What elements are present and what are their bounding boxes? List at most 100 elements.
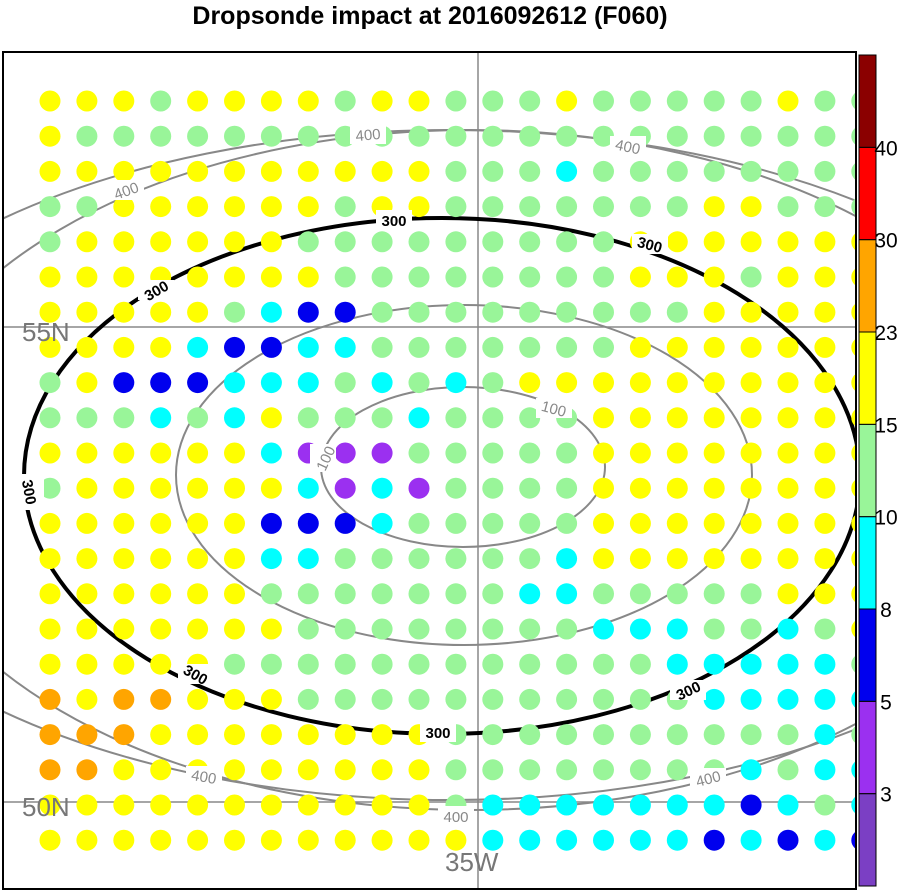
- dropsonde-point: [556, 301, 578, 323]
- dropsonde-point: [593, 477, 614, 499]
- dropsonde-point: [297, 125, 319, 147]
- dropsonde-point: [39, 512, 61, 534]
- dropsonde-point: [703, 196, 725, 218]
- dropsonde-point: [445, 442, 467, 464]
- dropsonde-point: [150, 372, 172, 394]
- dropsonde-point: [556, 512, 578, 534]
- chart-title: Dropsonde impact at 2016092612 (F060): [192, 2, 668, 30]
- dropsonde-point: [740, 548, 762, 570]
- dropsonde-point: [260, 794, 282, 816]
- dropsonde-point: [113, 583, 135, 605]
- dropsonde-point: [260, 442, 282, 464]
- dropsonde-point: [39, 90, 61, 112]
- dropsonde-point: [39, 372, 61, 394]
- dropsonde-point: [150, 583, 172, 605]
- dropsonde-point: [224, 477, 245, 499]
- dropsonde-point: [445, 336, 467, 358]
- dropsonde-point: [703, 829, 725, 851]
- dropsonde-point: [445, 160, 467, 182]
- dropsonde-point: [260, 372, 282, 394]
- dropsonde-point: [113, 759, 135, 781]
- dropsonde-point: [777, 724, 799, 746]
- dropsonde-point: [113, 160, 135, 182]
- dropsonde-point: [814, 301, 836, 323]
- dropsonde-point: [39, 160, 61, 182]
- dropsonde-point: [408, 90, 430, 112]
- dropsonde-point: [814, 266, 836, 288]
- dropsonde-point: [593, 336, 614, 358]
- dropsonde-point: [334, 477, 356, 499]
- dropsonde-point: [593, 653, 614, 675]
- dropsonde-point: [334, 724, 356, 746]
- dropsonde-point: [777, 196, 799, 218]
- dropsonde-point: [556, 548, 578, 570]
- dropsonde-point: [187, 512, 209, 534]
- dropsonde-point: [334, 548, 356, 570]
- dropsonde-point: [666, 653, 688, 675]
- dropsonde-point: [408, 372, 430, 394]
- dropsonde-point: [224, 548, 245, 570]
- dropsonde-point: [297, 548, 319, 570]
- dropsonde-point: [297, 372, 319, 394]
- dropsonde-point: [519, 759, 541, 781]
- dropsonde-point: [703, 125, 725, 147]
- dropsonde-point: [113, 618, 135, 640]
- dropsonde-point: [334, 160, 356, 182]
- dropsonde-point: [814, 442, 836, 464]
- dropsonde-point: [593, 829, 614, 851]
- dropsonde-point: [187, 548, 209, 570]
- lat-label-50n: 50N: [22, 792, 70, 822]
- dropsonde-point: [150, 653, 172, 675]
- dropsonde-point: [76, 266, 98, 288]
- dropsonde-point: [814, 477, 836, 499]
- dropsonde-point: [445, 829, 467, 851]
- dropsonde-point: [445, 548, 467, 570]
- contour-label-c400-c: 400: [108, 179, 144, 204]
- dropsonde-point: [224, 407, 245, 429]
- dropsonde-point: [445, 196, 467, 218]
- map-background: [3, 52, 856, 889]
- dropsonde-point: [593, 266, 614, 288]
- dropsonde-point: [224, 759, 245, 781]
- dropsonde-point: [703, 512, 725, 534]
- dropsonde-point: [224, 688, 245, 710]
- dropsonde-point: [371, 583, 393, 605]
- dropsonde-point: [519, 477, 541, 499]
- dropsonde-point: [593, 794, 614, 816]
- dropsonde-point: [224, 90, 245, 112]
- map-plot: 400 400 400 400 400 400 100 100: [2, 51, 857, 890]
- dropsonde-point: [334, 301, 356, 323]
- contour-label-c100-b: 100: [310, 444, 339, 474]
- dropsonde-point: [482, 829, 504, 851]
- dropsonde-point: [224, 336, 245, 358]
- dropsonde-point: [297, 688, 319, 710]
- dropsonde-point: [482, 336, 504, 358]
- dropsonde-point: [224, 372, 245, 394]
- dropsonde-point: [593, 724, 614, 746]
- dropsonde-point: [814, 688, 836, 710]
- colorbar-boxes: [858, 54, 877, 887]
- dropsonde-point: [371, 653, 393, 675]
- dropsonde-point: [814, 125, 836, 147]
- dropsonde-point: [113, 548, 135, 570]
- dropsonde-point: [150, 301, 172, 323]
- dropsonde-point: [187, 688, 209, 710]
- dropsonde-point: [777, 336, 799, 358]
- dropsonde-point: [629, 90, 651, 112]
- dropsonde-point: [371, 407, 393, 429]
- dropsonde-point: [851, 549, 856, 568]
- dropsonde-point: [224, 442, 245, 464]
- dropsonde-point: [150, 196, 172, 218]
- dropsonde-point: [851, 233, 856, 251]
- dropsonde-point: [593, 372, 614, 394]
- dropsonde-point: [851, 197, 856, 216]
- dropsonde-point: [666, 477, 688, 499]
- dropsonde-point: [297, 759, 319, 781]
- contour-label-c300-b: 300: [632, 234, 668, 257]
- dropsonde-point: [519, 829, 541, 851]
- dropsonde-point: [408, 266, 430, 288]
- dropsonde-point: [703, 477, 725, 499]
- dropsonde-point: [556, 618, 578, 640]
- dropsonde-point: [445, 90, 467, 112]
- dropsonde-point: [777, 231, 799, 253]
